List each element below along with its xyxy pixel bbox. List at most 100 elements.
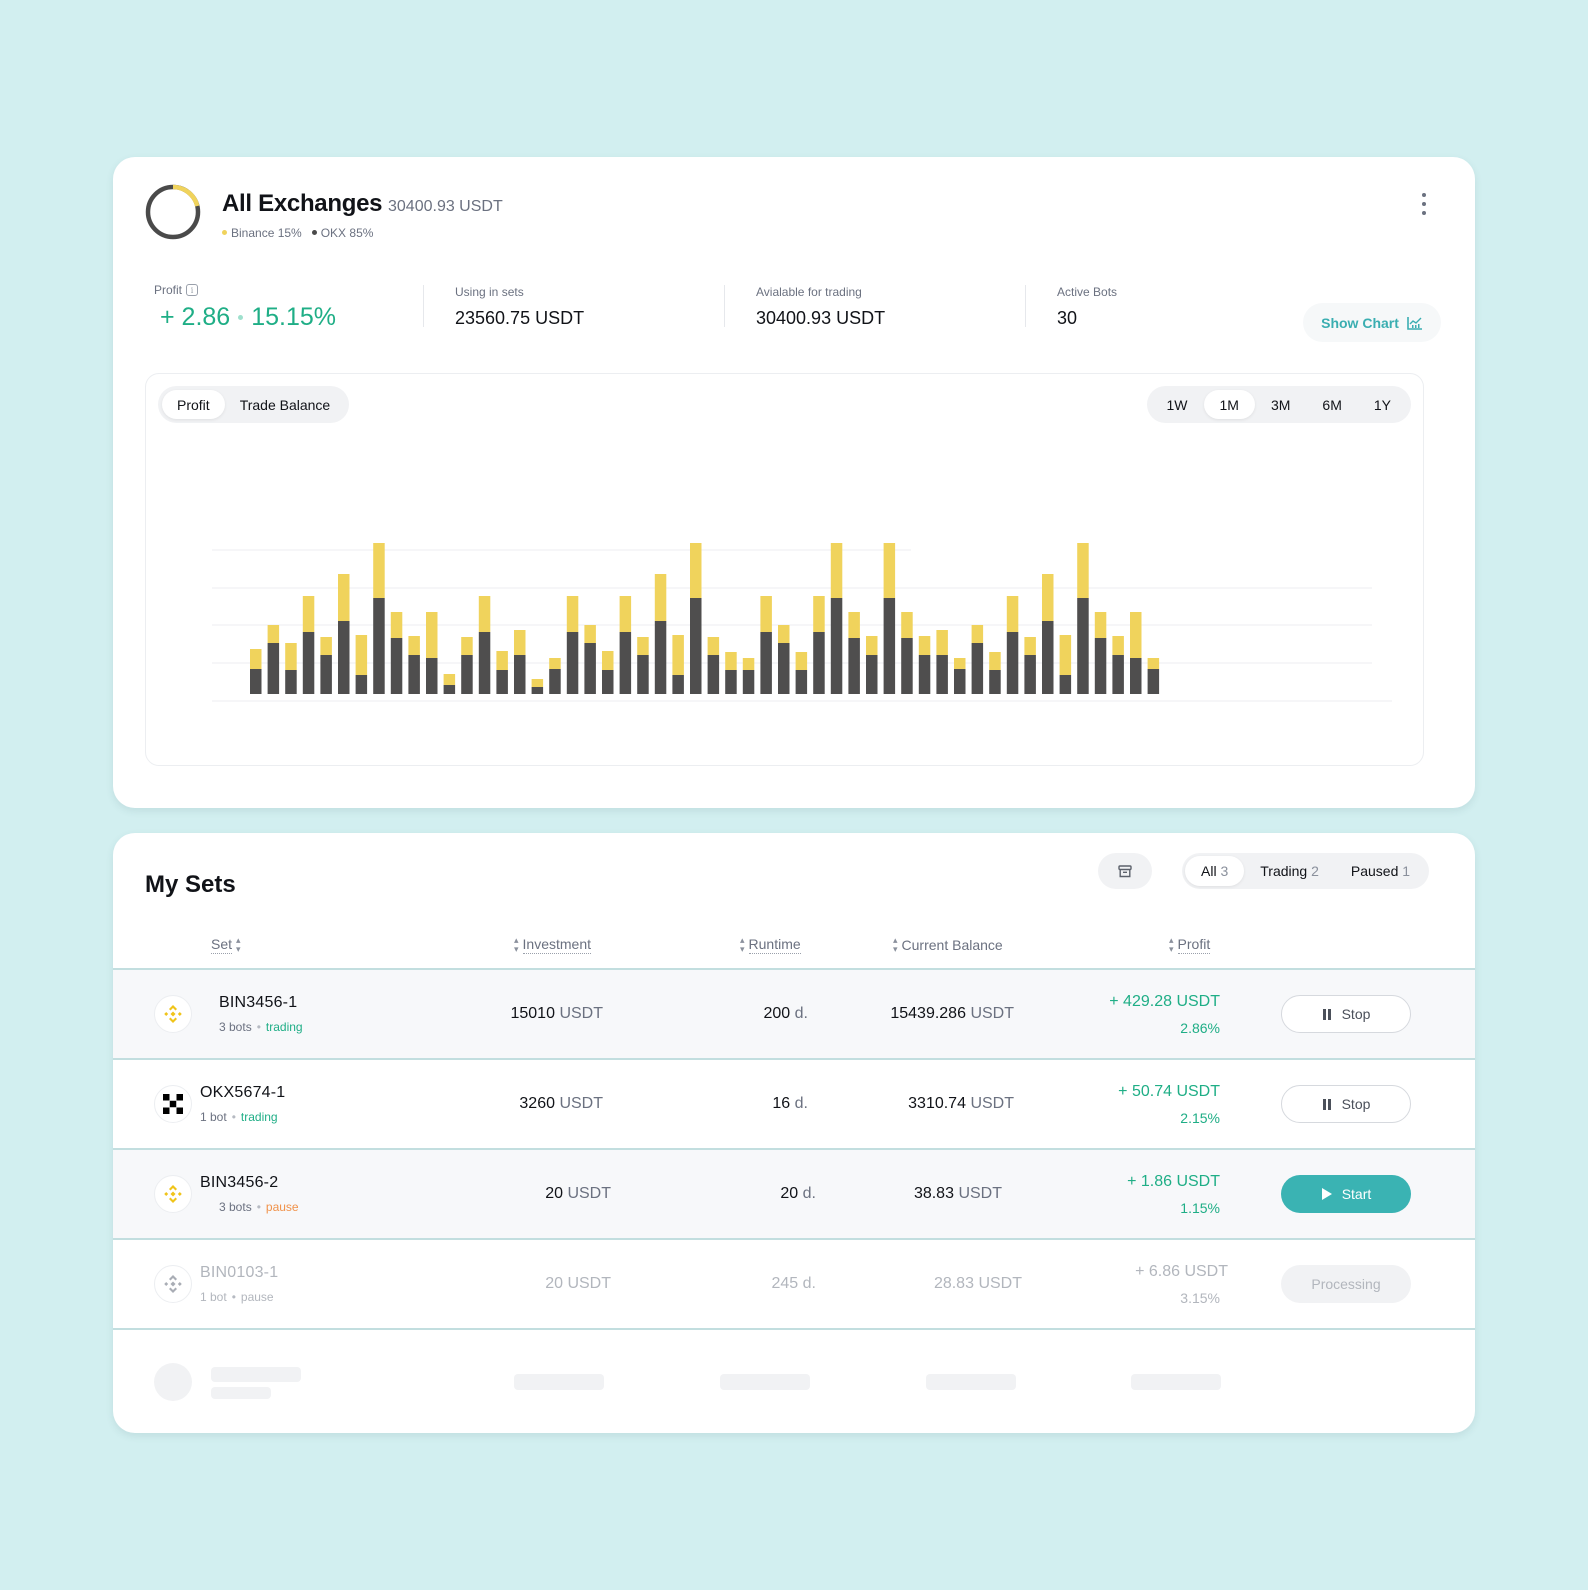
bar-binance xyxy=(1006,596,1019,632)
bar-okx xyxy=(373,598,385,694)
bar-okx xyxy=(496,670,508,694)
set-name[interactable]: BIN3456-1 xyxy=(219,994,298,1011)
info-icon[interactable]: i xyxy=(186,284,199,296)
profit-bar-chart xyxy=(212,543,1392,702)
range-1y[interactable]: 1Y xyxy=(1358,390,1407,419)
bar-okx xyxy=(1006,632,1019,694)
column-current-balance[interactable]: ▴ ▾ Current Balance xyxy=(893,935,1003,954)
table-header: Set ▴ ▾ ▴ ▾ Investment ▴ ▾ Runtime ▴ ▾ Current B… xyxy=(113,936,1475,970)
stop-button[interactable]: Stop xyxy=(1281,995,1411,1033)
sort-icon: ▴ ▾ xyxy=(893,935,898,954)
stop-button[interactable]: Stop xyxy=(1281,1085,1411,1123)
investment-value: 3260 USDT xyxy=(519,1095,603,1112)
stat-active-bots: Active Bots 30 xyxy=(1057,285,1118,328)
set-name[interactable]: BIN3456-2 xyxy=(200,1174,279,1191)
bar-okx xyxy=(1094,638,1107,694)
table-row[interactable]: OKX5674-1 1 bot • trading 3260 USDT 16 d. … xyxy=(113,1060,1475,1148)
bar-okx xyxy=(549,669,561,694)
bar-okx xyxy=(1112,655,1124,694)
balance-value: 15439.286 USDT xyxy=(890,1005,1014,1022)
set-name: BIN0103-1 xyxy=(200,1264,279,1281)
profit-amount: + 1.86 USDT xyxy=(1127,1173,1220,1190)
range-6m[interactable]: 6M xyxy=(1306,390,1357,419)
bar-okx xyxy=(531,687,544,694)
bar-okx xyxy=(338,621,350,694)
bar-binance xyxy=(1094,612,1107,638)
filter-paused[interactable]: Paused 1 xyxy=(1335,856,1426,886)
status-badge: trading xyxy=(265,1020,303,1034)
section-title: My Sets xyxy=(145,871,236,898)
bar-binance xyxy=(866,636,878,655)
range-3m[interactable]: 3M xyxy=(1255,390,1306,419)
status-filter: All 3 Trading 2 Paused 1 xyxy=(1182,853,1430,889)
investment-value: 20 USDT xyxy=(545,1185,611,1202)
divider xyxy=(113,1328,1475,1330)
bar-binance xyxy=(742,658,755,670)
show-chart-button[interactable]: Show Chart xyxy=(1303,303,1441,342)
skeleton-line xyxy=(211,1367,301,1382)
archive-button[interactable] xyxy=(1098,853,1152,889)
bar-binance xyxy=(602,651,614,670)
column-runtime[interactable]: ▴ ▾ Runtime xyxy=(740,935,801,954)
table-row[interactable]: BIN3456-2 3 bots • pause 20 USDT 20 d. 38.… xyxy=(113,1150,1475,1238)
exchange-legend: Binance 15% OKX 85% xyxy=(222,226,373,240)
play-icon xyxy=(1321,1188,1332,1200)
bar-okx xyxy=(918,655,931,694)
bar-binance xyxy=(373,543,385,598)
runtime-value: 245 d. xyxy=(771,1275,817,1292)
filter-trading[interactable]: Trading 2 xyxy=(1244,856,1335,886)
range-1w[interactable]: 1W xyxy=(1151,390,1204,419)
more-menu-kebab-icon[interactable] xyxy=(1417,193,1431,215)
bar-binance xyxy=(690,543,702,598)
set-name[interactable]: OKX5674-1 xyxy=(200,1084,286,1101)
divider xyxy=(113,1058,1475,1060)
bar-okx xyxy=(795,670,808,694)
bar-binance xyxy=(549,658,561,669)
profit-amount: + 6.86 USDT xyxy=(1135,1263,1228,1280)
bar-okx xyxy=(1024,655,1036,694)
column-profit[interactable]: ▴ ▾ Profit xyxy=(1169,935,1211,954)
bar-okx xyxy=(1077,598,1089,694)
runtime-value: 200 d. xyxy=(763,1005,809,1022)
bar-okx xyxy=(1130,658,1142,694)
bar-okx xyxy=(760,632,772,694)
bar-okx xyxy=(478,632,491,694)
bar-binance xyxy=(1077,543,1089,598)
bar-okx xyxy=(672,675,684,694)
filter-all[interactable]: All 3 xyxy=(1185,856,1245,886)
start-button[interactable]: Start xyxy=(1281,1175,1411,1213)
bar-binance xyxy=(320,637,332,655)
sort-icon: ▴ ▾ xyxy=(740,935,745,954)
column-set[interactable]: Set ▴ ▾ xyxy=(211,935,241,954)
profit-amount: + 429.28 USDT xyxy=(1109,993,1220,1010)
binance-dot-icon xyxy=(222,230,227,236)
table-row[interactable]: BIN3456-1 3 bots • trading 15010 USDT 200 … xyxy=(113,970,1475,1058)
column-investment[interactable]: ▴ ▾ Investment xyxy=(514,935,592,954)
profit-percent: 3.15% xyxy=(1180,1290,1220,1306)
range-toggle: 1W 1M 3M 6M 1Y xyxy=(1146,386,1411,423)
tab-profit[interactable]: Profit xyxy=(162,390,225,419)
chart-icon xyxy=(1407,316,1422,330)
bar-okx xyxy=(426,658,438,694)
tab-trade-balance[interactable]: Trade Balance xyxy=(225,390,346,419)
bar-binance xyxy=(936,630,948,655)
pause-icon xyxy=(1322,1008,1331,1020)
range-1m[interactable]: 1M xyxy=(1203,390,1255,419)
bar-okx xyxy=(707,655,720,694)
bar-okx xyxy=(725,670,737,694)
bar-binance xyxy=(461,637,473,655)
bar-okx xyxy=(1059,675,1072,694)
bar-okx xyxy=(778,643,790,694)
bar-binance xyxy=(848,612,860,638)
profit-percent: 2.15% xyxy=(1180,1110,1220,1126)
bar-binance xyxy=(1024,637,1036,655)
bar-binance xyxy=(672,635,684,675)
divider xyxy=(113,1238,1475,1240)
bar-okx xyxy=(461,655,473,694)
bar-binance xyxy=(566,596,579,632)
bar-okx xyxy=(566,632,579,694)
bar-okx xyxy=(954,669,966,694)
profit-percent: 1.15% xyxy=(1180,1200,1220,1216)
page-title: All Exchanges xyxy=(222,190,383,217)
bar-okx xyxy=(408,655,420,694)
